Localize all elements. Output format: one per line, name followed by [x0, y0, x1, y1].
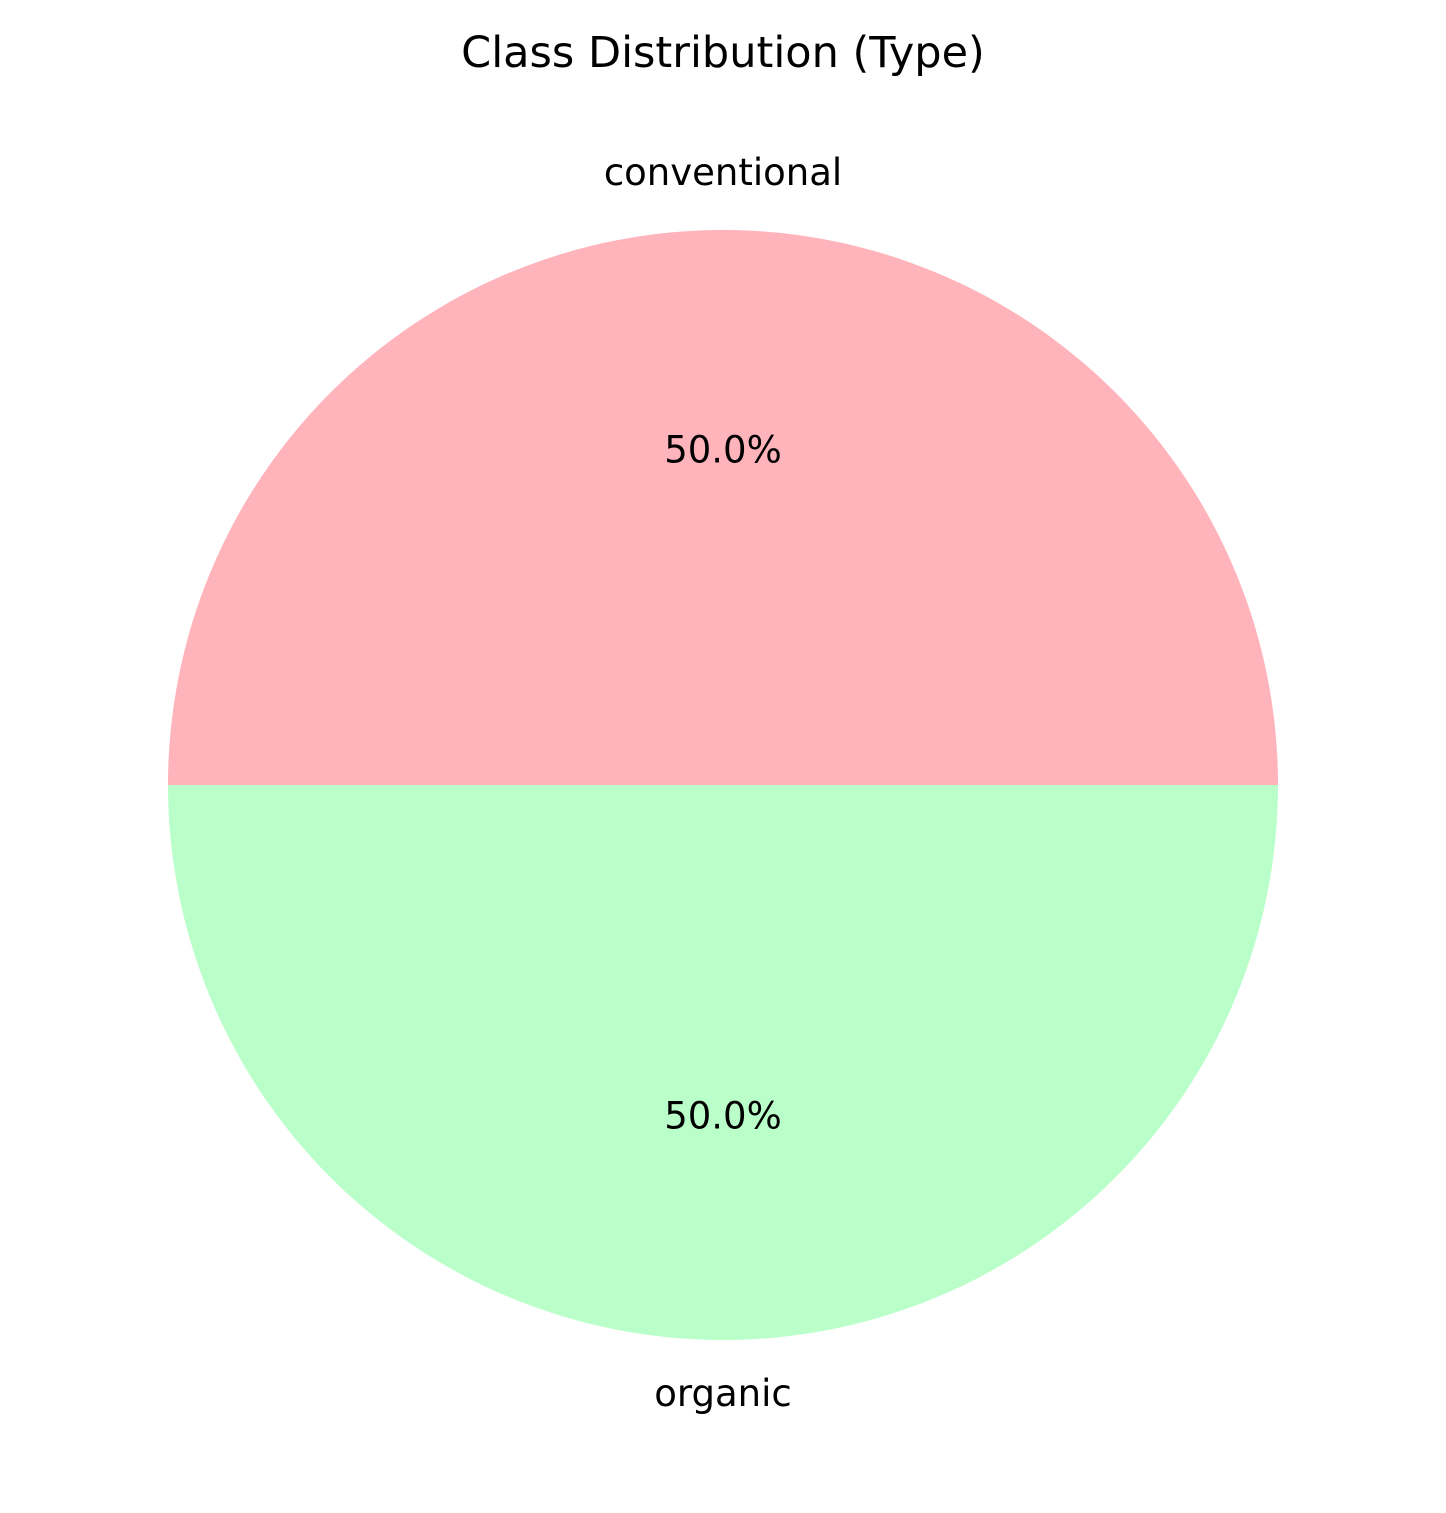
slice-label-organic: organic: [654, 1372, 791, 1415]
pie-slice-organic: [168, 785, 1278, 1340]
slice-percent-organic: 50.0%: [664, 1095, 782, 1138]
chart-title: Class Distribution (Type): [461, 28, 985, 78]
slice-label-conventional: conventional: [604, 151, 842, 194]
pie-slice-conventional: [168, 230, 1278, 785]
slice-percent-conventional: 50.0%: [664, 429, 782, 472]
pie-slices: [168, 230, 1278, 1340]
pie-labels: conventional 50.0% organic 50.0%: [604, 151, 842, 1415]
